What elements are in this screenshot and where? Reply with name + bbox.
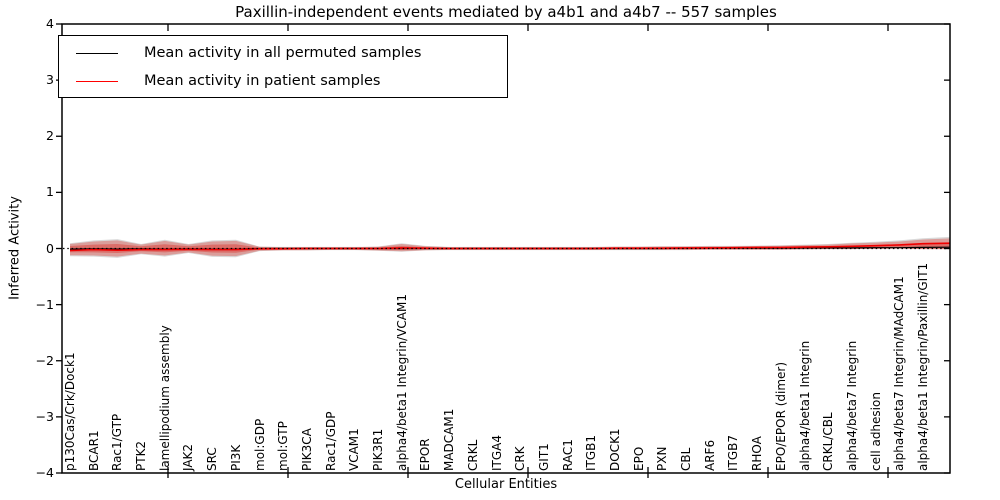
x-tick-label: alpha4/beta1 Integrin/Paxillin/GIT1 <box>916 262 930 471</box>
x-tick-label: CRKL/CBL <box>821 412 836 471</box>
y-tick-label: −4 <box>35 465 54 480</box>
x-tick-label: Rac1/GTP <box>110 413 125 471</box>
patient-mean-line <box>69 242 951 252</box>
legend-label: Mean activity in all permuted samples <box>144 45 422 61</box>
x-tick-label: GIT1 <box>536 443 551 471</box>
y-tick-label: −2 <box>35 352 54 368</box>
x-tick-label: EPO/EPOR (dimer) <box>773 361 788 471</box>
x-tick-label: alpha4/beta1 Integrin/VCAM1 <box>394 294 409 471</box>
legend-item-patient: Mean activity in patient samples <box>59 67 380 95</box>
permuted-line-swatch <box>76 52 118 54</box>
x-tick-label: ITGB7 <box>726 434 741 471</box>
y-tick-label: 0 <box>46 240 54 256</box>
y-tick-label: 2 <box>46 128 54 144</box>
x-tick-label: MADCAM1 <box>442 408 457 471</box>
x-tick-label: PXN <box>655 446 670 471</box>
permuted-band <box>70 236 950 258</box>
x-tick-label: ITGB1 <box>584 434 599 471</box>
x-tick-label: mol:GTP <box>276 421 291 471</box>
legend: Mean activity in all permuted samples Me… <box>58 35 508 98</box>
x-tick-label: EPO <box>631 446 646 471</box>
x-tick-label: PI3K <box>228 444 243 471</box>
x-axis-label: Cellular Entities <box>454 477 558 492</box>
x-tick-label: PTK2 <box>134 440 149 471</box>
x-tick-label: JAK2 <box>181 443 196 471</box>
y-tick-label: −3 <box>35 408 54 424</box>
x-tick-label: PIK3CA <box>299 428 314 471</box>
x-tick-label: ARF6 <box>702 439 717 471</box>
y-tick-label: 4 <box>46 16 54 31</box>
x-tick-label: alpha4/beta1 Integrin <box>797 340 812 471</box>
x-tick-label: ITGA4 <box>489 434 504 471</box>
x-tick-label: mol:GDP <box>252 418 267 471</box>
patient-line-swatch <box>76 80 118 82</box>
x-tick-label: CRK <box>513 446 528 471</box>
x-tick-label: RHOA <box>750 436 765 471</box>
x-tick-label: p130Cas/Crk/Dock1 <box>63 352 77 471</box>
x-tick-label: alpha4/beta7 Integrin/MAdCAM1 <box>892 276 907 471</box>
x-tick-label: SRC <box>205 447 220 471</box>
y-tick-label: 3 <box>46 72 54 88</box>
x-tick-label: Rac1/GDP <box>323 411 338 471</box>
legend-item-permuted: Mean activity in all permuted samples <box>59 39 421 67</box>
x-tick-label: alpha4/beta7 Integrin <box>844 340 859 471</box>
x-tick-label: CBL <box>679 447 694 471</box>
y-tick-label: 1 <box>46 184 54 200</box>
x-tick-label: CRKL <box>465 439 480 471</box>
x-tick-label: DOCK1 <box>607 428 622 471</box>
legend-label: Mean activity in patient samples <box>144 73 381 89</box>
y-tick-label: −1 <box>35 296 54 312</box>
x-tick-label: cell adhesion <box>868 392 883 471</box>
patient-band-outer <box>70 238 950 257</box>
x-tick-label: BCAR1 <box>86 430 101 471</box>
x-tick-label: lamellipodium assembly <box>157 325 172 471</box>
x-tick-label: PIK3R1 <box>371 428 386 471</box>
x-tick-label: RAC1 <box>560 439 575 471</box>
x-tick-label: VCAM1 <box>347 428 362 471</box>
x-tick-label: EPOR <box>418 438 433 471</box>
chart-title: Paxillin-independent events mediated by … <box>235 3 777 21</box>
